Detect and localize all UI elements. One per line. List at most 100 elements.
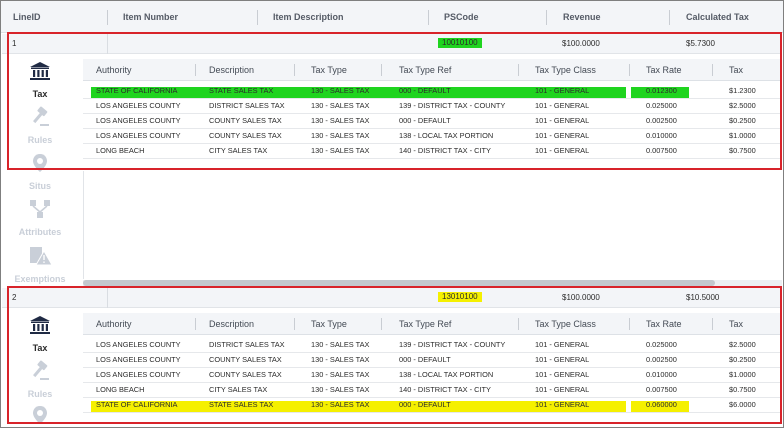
authority-cell: LOS ANGELES COUNTY xyxy=(96,340,181,349)
tax-type-class-cell: 101 - GENERAL xyxy=(535,340,590,349)
col-header-authority[interactable]: Authority xyxy=(96,319,132,329)
col-header-calculated-tax[interactable]: Calculated Tax xyxy=(686,12,749,22)
scrollbar-thumb[interactable] xyxy=(83,280,715,286)
col-divider[interactable] xyxy=(294,64,295,76)
authority-cell: LOS ANGELES COUNTY xyxy=(96,101,181,110)
authority-cell: LONG BEACH xyxy=(96,146,145,155)
sidebar-item-label: Tax xyxy=(32,89,48,99)
col-header-tax-type-class[interactable]: Tax Type Class xyxy=(535,65,596,75)
tax-cell: $2.5000 xyxy=(729,340,756,349)
col-divider[interactable] xyxy=(381,64,382,76)
lineid-cell xyxy=(2,288,108,308)
tax-type-ref-cell: 139 - DISTRICT TAX - COUNTY xyxy=(399,101,506,110)
table-row[interactable]: LOS ANGELES COUNTY COUNTY SALES TAX 130 … xyxy=(83,368,782,383)
table-row[interactable]: LOS ANGELES COUNTY DISTRICT SALES TAX 13… xyxy=(83,338,782,353)
tax-cell: $0.7500 xyxy=(729,146,756,155)
sidebar-item-tax[interactable]: Tax xyxy=(0,60,80,99)
col-divider[interactable] xyxy=(629,318,630,330)
rate-highlight-green xyxy=(631,87,689,98)
table-row[interactable]: LONG BEACH CITY SALES TAX 130 - SALES TA… xyxy=(83,383,782,398)
grid-row-line-1[interactable]: 1 $100.0000 $5.7300 xyxy=(2,34,782,54)
col-header-tax-rate[interactable]: Tax Rate xyxy=(646,319,682,329)
col-header-tax[interactable]: Tax xyxy=(729,65,744,75)
tax-cell: $1.2300 xyxy=(729,86,756,95)
table-row[interactable]: LOS ANGELES COUNTY COUNTY SALES TAX 130 … xyxy=(83,353,782,368)
col-divider[interactable] xyxy=(195,318,196,330)
col-divider[interactable] xyxy=(546,10,547,25)
sidebar-item-situs[interactable] xyxy=(0,404,80,424)
col-divider[interactable] xyxy=(294,318,295,330)
tax-cell: $0.2500 xyxy=(729,116,756,125)
lineid-value: 2 xyxy=(12,293,17,302)
tax-rate-cell: 0.012300 xyxy=(646,86,677,95)
description-cell: STATE SALES TAX xyxy=(209,86,274,95)
tax-cell: $1.0000 xyxy=(729,131,756,140)
col-header-tax-type-ref[interactable]: Tax Type Ref xyxy=(399,65,452,75)
tax-rate-cell: 0.002500 xyxy=(646,355,677,364)
sidebar-item-label: Rules xyxy=(27,389,53,399)
col-header-item-number[interactable]: Item Number xyxy=(123,12,179,22)
table-row[interactable]: LOS ANGELES COUNTY COUNTY SALES TAX 130 … xyxy=(83,129,782,144)
table-row[interactable]: STATE OF CALIFORNIA STATE SALES TAX 130 … xyxy=(83,398,782,413)
tax-type-cell: 130 - SALES TAX xyxy=(311,340,370,349)
col-divider[interactable] xyxy=(381,318,382,330)
col-header-tax-type-ref[interactable]: Tax Type Ref xyxy=(399,319,452,329)
table-row[interactable]: LOS ANGELES COUNTY COUNTY SALES TAX 130 … xyxy=(83,114,782,129)
description-cell: DISTRICT SALES TAX xyxy=(209,340,285,349)
gavel-icon xyxy=(33,360,49,380)
sidebar-item-situs[interactable]: Situs xyxy=(0,152,80,191)
col-header-tax-type[interactable]: Tax Type xyxy=(311,65,347,75)
table-row[interactable]: STATE OF CALIFORNIA STATE SALES TAX 130 … xyxy=(83,84,782,99)
rate-highlight-yellow xyxy=(631,401,689,412)
sidebar-item-label: Exemptions xyxy=(14,274,66,284)
col-divider[interactable] xyxy=(257,10,258,25)
horizontal-scrollbar[interactable] xyxy=(83,280,782,286)
description-cell: STATE SALES TAX xyxy=(209,400,274,409)
authority-cell: LONG BEACH xyxy=(96,385,145,394)
col-header-tax-type[interactable]: Tax Type xyxy=(311,319,347,329)
col-header-tax-rate[interactable]: Tax Rate xyxy=(646,65,682,75)
col-divider[interactable] xyxy=(518,318,519,330)
sidebar-item-attributes[interactable]: Attributes xyxy=(0,198,80,237)
col-divider[interactable] xyxy=(669,10,670,25)
col-divider[interactable] xyxy=(629,64,630,76)
col-header-lineid[interactable]: LineID xyxy=(13,12,41,22)
calculated-tax-value: $10.5000 xyxy=(686,293,720,302)
col-divider[interactable] xyxy=(712,64,713,76)
tax-type-ref-cell: 139 - DISTRICT TAX - COUNTY xyxy=(399,340,506,349)
col-header-authority[interactable]: Authority xyxy=(96,65,132,75)
col-divider[interactable] xyxy=(195,64,196,76)
tax-type-class-cell: 101 - GENERAL xyxy=(535,131,590,140)
authority-cell: LOS ANGELES COUNTY xyxy=(96,355,181,364)
tax-type-ref-cell: 000 - DEFAULT xyxy=(399,355,451,364)
col-header-description[interactable]: Description xyxy=(209,319,255,329)
authority-cell: LOS ANGELES COUNTY xyxy=(96,116,181,125)
col-divider[interactable] xyxy=(518,64,519,76)
sidebar-item-label: Tax xyxy=(32,343,48,353)
tax-cell: $6.0000 xyxy=(729,400,756,409)
sidebar-item-exemptions[interactable]: Exemptions xyxy=(0,245,80,284)
col-header-item-description[interactable]: Item Description xyxy=(273,12,344,22)
col-divider[interactable] xyxy=(107,10,108,25)
tax-type-cell: 130 - SALES TAX xyxy=(311,101,370,110)
sidebar-item-rules[interactable]: Rules xyxy=(0,106,80,145)
tax-type-class-cell: 101 - GENERAL xyxy=(535,86,590,95)
revenue-value: $100.0000 xyxy=(562,39,600,48)
tax-type-ref-cell: 138 - LOCAL TAX PORTION xyxy=(399,131,494,140)
table-row[interactable]: LOS ANGELES COUNTY DISTRICT SALES TAX 13… xyxy=(83,99,782,114)
col-header-pscode[interactable]: PSCode xyxy=(444,12,479,22)
tax-type-ref-cell: 000 - DEFAULT xyxy=(399,86,451,95)
tax-rate-cell: 0.010000 xyxy=(646,370,677,379)
table-row[interactable]: LONG BEACH CITY SALES TAX 130 - SALES TA… xyxy=(83,144,782,159)
col-header-description[interactable]: Description xyxy=(209,65,255,75)
sidebar-item-rules[interactable]: Rules xyxy=(0,360,80,399)
col-header-tax[interactable]: Tax xyxy=(729,319,744,329)
col-divider[interactable] xyxy=(428,10,429,25)
col-header-revenue[interactable]: Revenue xyxy=(563,12,601,22)
warning-document-icon xyxy=(30,247,53,266)
sidebar-item-tax[interactable]: Tax xyxy=(0,314,80,353)
col-header-tax-type-class[interactable]: Tax Type Class xyxy=(535,319,596,329)
col-divider[interactable] xyxy=(712,318,713,330)
tax-type-ref-cell: 000 - DEFAULT xyxy=(399,400,451,409)
grid-row-line-2[interactable]: 2 $100.0000 $10.5000 xyxy=(2,288,782,308)
